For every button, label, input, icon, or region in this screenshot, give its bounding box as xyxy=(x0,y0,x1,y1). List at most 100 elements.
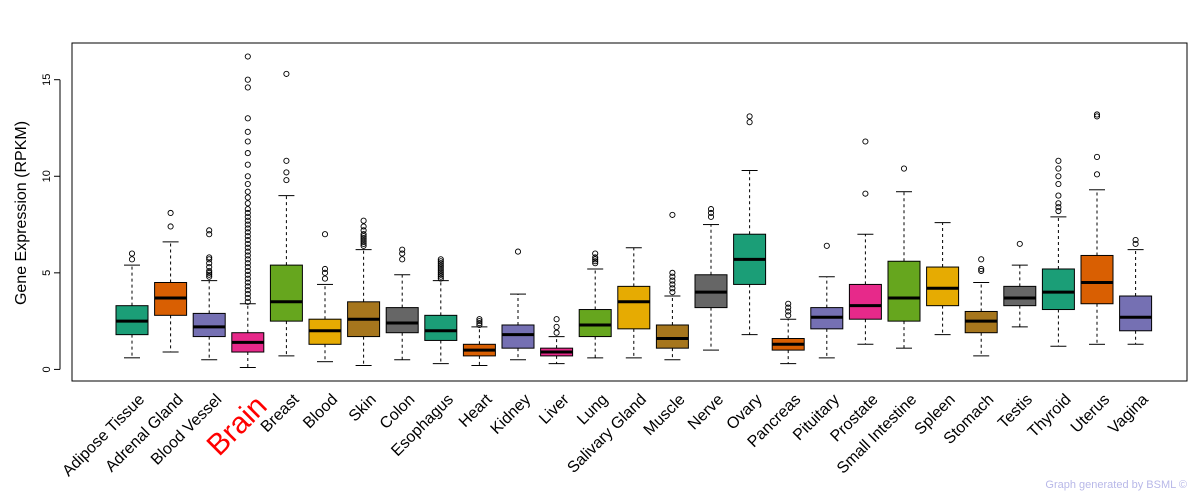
outlier-point xyxy=(244,225,251,232)
outlier-point xyxy=(592,258,599,265)
outlier-point xyxy=(167,209,174,217)
outlier-point xyxy=(476,321,483,329)
outlier-point xyxy=(1016,240,1023,247)
outlier-point xyxy=(669,273,676,280)
outlier-point xyxy=(785,304,792,311)
outlier-point xyxy=(746,119,753,126)
box-iqr xyxy=(887,260,921,322)
outlier-point xyxy=(244,213,251,220)
outlier-point xyxy=(592,254,599,261)
outlier-point xyxy=(669,277,676,284)
box-breast xyxy=(269,70,303,357)
box-uterus xyxy=(1080,111,1114,345)
x-tick-label-muscle: Muscle xyxy=(641,391,689,439)
outlier-point xyxy=(553,316,560,323)
outlier-point xyxy=(592,256,599,263)
outlier-point xyxy=(321,275,329,282)
outlier-point xyxy=(206,273,213,280)
outlier-point xyxy=(128,256,136,263)
outlier-point xyxy=(437,262,444,269)
outlier-point xyxy=(244,229,251,236)
outlier-point xyxy=(476,320,483,327)
outlier-point xyxy=(206,256,213,263)
x-tick-label-nerve: Nerve xyxy=(685,391,727,433)
outlier-point xyxy=(553,329,560,336)
outlier-point xyxy=(244,244,251,251)
y-tick-label: 0 xyxy=(41,366,53,372)
outlier-point xyxy=(437,260,444,267)
box-iqr xyxy=(1003,285,1037,307)
outlier-point xyxy=(1093,113,1101,120)
outlier-point xyxy=(669,285,676,292)
outlier-point xyxy=(360,238,367,245)
outlier-point xyxy=(206,260,213,267)
outlier-point xyxy=(321,269,329,276)
outlier-point xyxy=(978,256,985,263)
outlier-point xyxy=(1055,200,1062,207)
outlier-point xyxy=(707,206,715,213)
box-colon xyxy=(385,246,419,361)
outlier-point xyxy=(1132,236,1139,244)
box-prostate xyxy=(848,138,882,345)
outlier-point xyxy=(206,263,213,271)
outlier-point xyxy=(244,180,251,188)
outlier-point xyxy=(244,209,251,217)
outlier-point xyxy=(244,194,251,201)
x-tick-label-blood: Blood xyxy=(300,391,341,432)
outlier-point xyxy=(244,138,251,145)
outlier-point xyxy=(283,70,290,77)
outlier-point xyxy=(862,138,869,145)
outlier-point xyxy=(244,161,251,168)
outlier-point xyxy=(244,275,251,282)
outlier-point xyxy=(669,269,676,276)
outlier-point xyxy=(978,267,985,274)
plot-frame xyxy=(71,42,1188,382)
outlier-point xyxy=(244,200,251,207)
outlier-point xyxy=(669,281,676,288)
box-stomach xyxy=(964,256,998,357)
outlier-point xyxy=(244,267,251,274)
box-iqr xyxy=(1041,268,1075,311)
outlier-point xyxy=(476,316,483,323)
outlier-point xyxy=(244,84,251,91)
outlier-point xyxy=(437,269,444,276)
outlier-point xyxy=(360,235,367,242)
box-heart xyxy=(462,316,496,367)
outlier-point xyxy=(437,267,444,274)
outlier-point xyxy=(514,248,522,255)
outlier-point xyxy=(399,256,406,263)
box-vagina xyxy=(1119,236,1153,345)
outlier-point xyxy=(244,236,251,244)
outlier-point xyxy=(746,113,753,120)
outlier-point xyxy=(244,283,251,290)
outlier-point xyxy=(592,260,599,267)
outlier-point xyxy=(785,308,792,315)
box-adrenal-gland xyxy=(154,209,188,353)
outlier-point xyxy=(244,206,251,213)
box-skin xyxy=(347,217,381,367)
outlier-point xyxy=(360,227,367,234)
outlier-point xyxy=(244,263,251,271)
box-kidney xyxy=(501,248,535,361)
box-iqr xyxy=(192,312,226,338)
x-tick-label-skin: Skin xyxy=(346,391,380,425)
box-salivary-gland xyxy=(617,247,651,359)
box-esophagus xyxy=(424,256,458,365)
box-iqr xyxy=(424,314,458,341)
outlier-point xyxy=(244,240,251,247)
outlier-point xyxy=(206,254,213,261)
plot-area xyxy=(71,42,1188,382)
outlier-point xyxy=(244,279,251,286)
box-liver xyxy=(540,316,574,365)
outlier-point xyxy=(785,300,792,307)
outlier-point xyxy=(206,231,213,238)
outlier-point xyxy=(244,256,251,263)
x-tick-label-liver: Liver xyxy=(536,391,573,428)
outlier-point xyxy=(437,273,444,280)
outlier-point xyxy=(360,223,367,230)
outlier-point xyxy=(244,115,251,122)
y-tick-label: 5 xyxy=(41,270,53,276)
outlier-point xyxy=(1093,171,1101,178)
outlier-point xyxy=(244,128,251,135)
